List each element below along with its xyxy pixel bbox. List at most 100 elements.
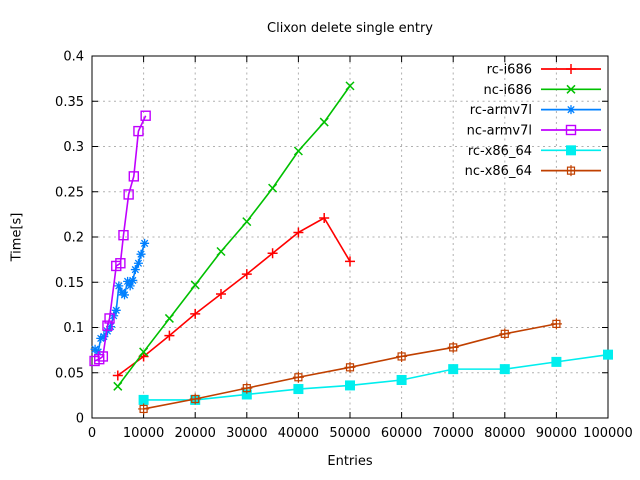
legend-entry-rc-i686: rc-i686: [487, 63, 601, 78]
data-point-marker: [293, 384, 304, 395]
data-point-marker: [123, 276, 133, 286]
data-point-marker: [241, 269, 252, 280]
data-point-marker: [113, 381, 123, 391]
data-point-marker: [114, 281, 124, 291]
data-point-marker: [106, 322, 116, 332]
data-point-marker: [115, 258, 126, 269]
data-point-marker: [97, 351, 109, 362]
data-point-marker: [130, 265, 140, 275]
data-point-marker: [140, 110, 151, 121]
data-point-marker: [267, 248, 278, 259]
data-point-marker: [139, 404, 148, 414]
x-tick-label: 70000: [433, 426, 474, 441]
data-point-marker: [102, 320, 113, 331]
data-point-marker: [293, 227, 304, 238]
data-point-marker: [102, 326, 112, 336]
data-point-marker: [396, 374, 407, 385]
data-point-marker: [499, 364, 510, 375]
data-point-marker: [293, 146, 303, 156]
legend: rc-i686 nc-i686 rc-armv7l nc-armv7l rc-x86_6…: [465, 63, 601, 179]
data-point-marker: [133, 125, 144, 137]
data-point-marker: [136, 249, 146, 259]
y-tick-label: 0.2: [63, 231, 84, 246]
y-tick-label: 0.3: [63, 140, 84, 155]
axis-ticks: [91, 55, 609, 419]
data-point-marker: [551, 356, 562, 367]
y-tick-label: 0.1: [63, 321, 84, 336]
x-tick-label: 0: [88, 426, 96, 441]
x-tick-label: 10000: [123, 426, 164, 441]
legend-label: rc-armv7l: [470, 103, 532, 118]
data-point-marker: [120, 290, 130, 300]
y-tick-label: 0.05: [55, 366, 84, 381]
x-tick-label: 80000: [484, 426, 525, 441]
data-point-marker: [190, 308, 201, 319]
legend-entry-rc-armv7l: rc-armv7l: [470, 103, 601, 118]
x-tick-label: 40000: [278, 426, 319, 441]
x-tick-label: 60000: [381, 426, 422, 441]
data-point-marker: [268, 183, 278, 193]
legend-label: nc-i686: [483, 83, 532, 98]
data-point-marker: [397, 352, 406, 361]
data-point-marker: [216, 246, 226, 257]
data-point-marker: [345, 380, 355, 391]
data-point-marker: [242, 384, 251, 393]
legend-entry-nc-i686: nc-i686: [483, 83, 601, 98]
series-nc-armv7l: [89, 110, 151, 367]
data-point-marker: [345, 256, 355, 267]
data-point-marker: [140, 238, 150, 248]
data-point-marker: [128, 275, 138, 285]
series-line: [117, 216, 351, 377]
data-point-marker: [138, 394, 149, 405]
legend-label: rc-i686: [487, 63, 532, 78]
data-point-marker: [566, 105, 576, 115]
data-point-marker: [566, 64, 576, 74]
data-point-marker: [241, 389, 252, 400]
data-point-marker: [566, 166, 576, 175]
data-point-marker: [552, 319, 561, 328]
data-point-marker: [118, 229, 129, 241]
data-point-marker: [125, 281, 135, 291]
series-line: [94, 115, 147, 362]
data-point-marker: [603, 349, 613, 360]
series-rc-armv7l: [90, 238, 150, 357]
x-tick-label: 30000: [226, 426, 267, 441]
grid: [92, 56, 608, 418]
x-tick-label: 20000: [175, 426, 216, 441]
data-point-marker: [216, 289, 226, 300]
legend-entry-nc-armv7l: nc-armv7l: [467, 123, 601, 138]
data-point-marker: [345, 363, 355, 372]
data-point-marker: [345, 81, 355, 91]
legend-entry-rc-x86_64: rc-x86_64: [468, 144, 601, 159]
data-point-marker: [139, 347, 149, 357]
data-point-marker: [96, 333, 106, 343]
data-point-marker: [319, 212, 330, 223]
y-tick-label: 0.35: [55, 95, 84, 110]
series-line: [143, 353, 609, 401]
tick-labels: 0 10000 20000 30000 40000 50000 60000 70000 8000…: [55, 50, 633, 442]
data-point-marker: [99, 332, 109, 342]
y-tick-label: 0: [76, 412, 84, 427]
legend-label: rc-x86_64: [468, 144, 532, 159]
series-rc-i686: [112, 212, 355, 381]
legend-label: nc-armv7l: [467, 123, 532, 138]
data-point-marker: [104, 313, 115, 324]
data-point-marker: [94, 353, 105, 365]
legend-label: nc-x86_64: [465, 164, 532, 179]
data-point-marker: [123, 189, 134, 200]
data-point-marker: [319, 117, 329, 127]
legend-entry-nc-x86_64: nc-x86_64: [465, 164, 601, 179]
series-nc-i686: [113, 81, 355, 391]
data-point-marker: [164, 330, 175, 341]
data-point-marker: [294, 373, 303, 382]
data-point-marker: [449, 343, 458, 352]
data-point-marker: [448, 364, 459, 375]
x-tick-label: 50000: [329, 426, 370, 441]
y-axis-label: Time[s]: [9, 212, 25, 262]
data-point-marker: [112, 370, 123, 381]
data-point-marker: [500, 329, 509, 338]
x-axis-label: Entries: [327, 454, 373, 469]
series-nc-x86_64: [138, 318, 562, 415]
x-tick-label: 100000: [583, 426, 633, 441]
